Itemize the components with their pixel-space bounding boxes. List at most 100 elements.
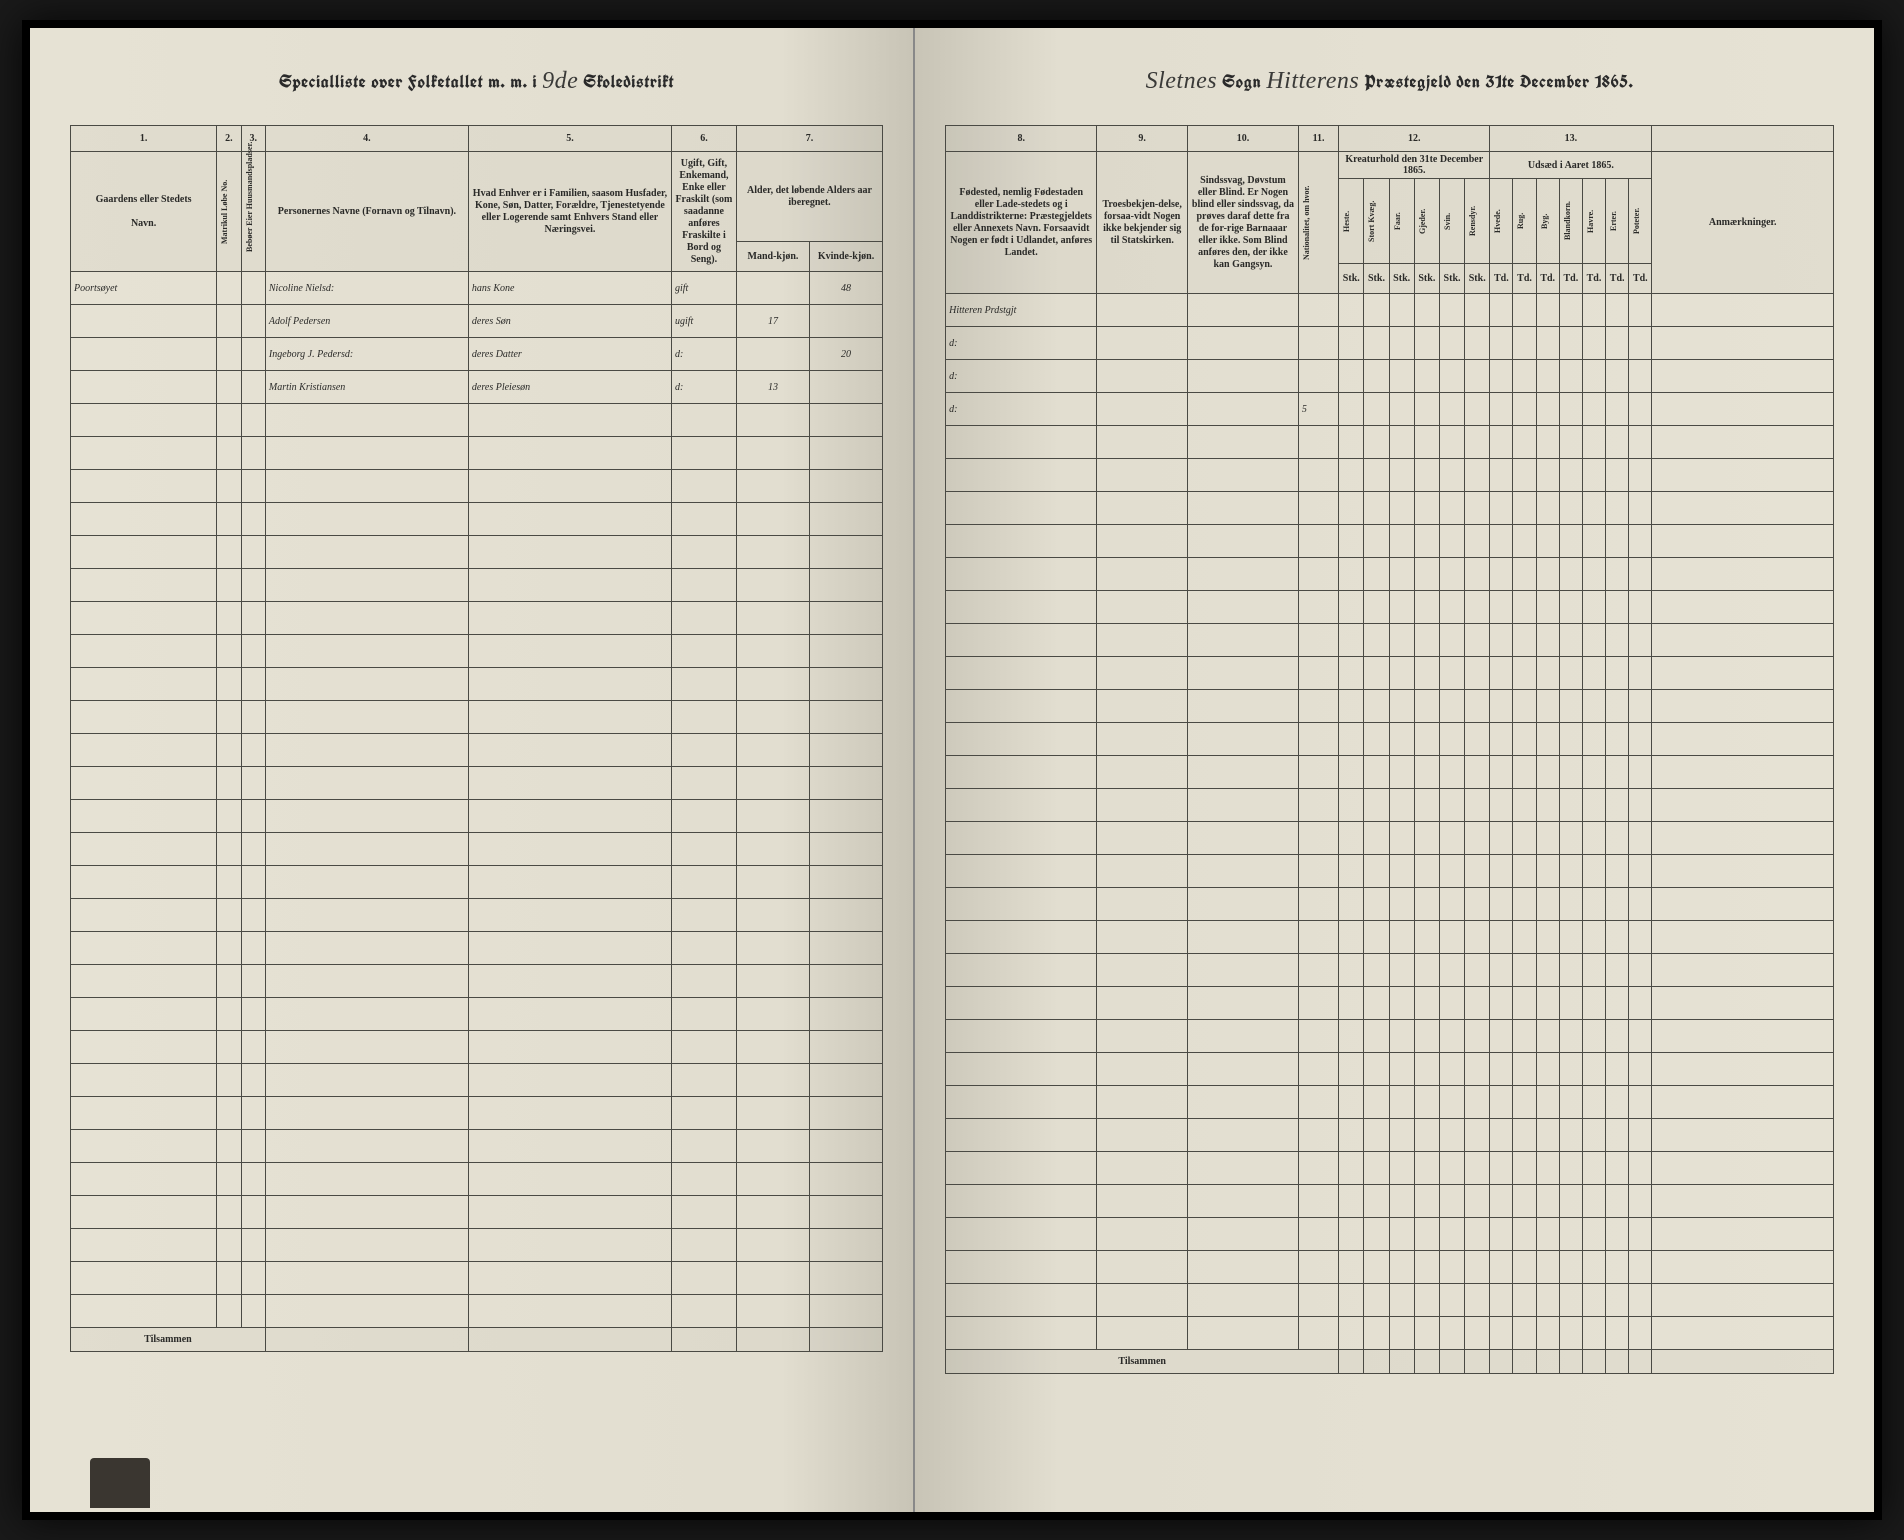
table-cell bbox=[1414, 987, 1439, 1020]
table-row bbox=[946, 921, 1834, 954]
table-cell bbox=[1629, 1086, 1652, 1119]
table-cell bbox=[946, 492, 1097, 525]
table-cell bbox=[265, 1130, 468, 1163]
table-cell bbox=[1490, 525, 1513, 558]
table-cell bbox=[1582, 1317, 1605, 1350]
table-cell bbox=[1097, 294, 1188, 327]
table-cell bbox=[468, 1097, 671, 1130]
table-row: Hitteren Prdstgjt bbox=[946, 294, 1834, 327]
table-cell bbox=[1298, 327, 1338, 360]
col7-num: 7. bbox=[736, 126, 882, 152]
table-cell bbox=[1629, 1053, 1652, 1086]
table-cell bbox=[1298, 888, 1338, 921]
table-row bbox=[946, 723, 1834, 756]
table-cell bbox=[1339, 1317, 1364, 1350]
table-cell bbox=[1439, 294, 1464, 327]
table-cell bbox=[1439, 426, 1464, 459]
table-cell bbox=[946, 888, 1097, 921]
table-cell bbox=[217, 767, 241, 800]
table-cell bbox=[1298, 789, 1338, 822]
table-cell bbox=[1097, 1284, 1188, 1317]
table-cell bbox=[1298, 1053, 1338, 1086]
table-cell bbox=[1559, 987, 1582, 1020]
table-cell bbox=[217, 1064, 241, 1097]
table-cell bbox=[1582, 1020, 1605, 1053]
table-row bbox=[71, 1031, 883, 1064]
table-cell bbox=[1097, 558, 1188, 591]
col9-header: Troesbekjen-delse, forsaa-vidt Nogen ikk… bbox=[1097, 152, 1188, 294]
table-cell bbox=[1582, 1086, 1605, 1119]
table-cell bbox=[671, 1097, 736, 1130]
table-cell bbox=[1559, 1086, 1582, 1119]
table-cell bbox=[1097, 591, 1188, 624]
table-cell bbox=[1097, 393, 1188, 426]
table-cell: d: bbox=[946, 327, 1097, 360]
table-cell bbox=[217, 1163, 241, 1196]
table-cell bbox=[810, 701, 883, 734]
table-cell bbox=[1652, 954, 1834, 987]
table-cell bbox=[736, 338, 809, 371]
right-page: Sletnes Sogn Hitterens Præstegjeld den 3… bbox=[915, 28, 1874, 1512]
table-row bbox=[946, 1086, 1834, 1119]
table-cell bbox=[1536, 492, 1559, 525]
table-cell bbox=[1298, 1185, 1338, 1218]
table-cell bbox=[1364, 393, 1389, 426]
table-cell bbox=[671, 1130, 736, 1163]
table-cell bbox=[265, 899, 468, 932]
table-cell bbox=[1536, 1119, 1559, 1152]
table-cell bbox=[1298, 624, 1338, 657]
table-cell bbox=[1606, 525, 1629, 558]
table-cell bbox=[1364, 1317, 1389, 1350]
table-row bbox=[71, 866, 883, 899]
table-cell: Adolf Pedersen bbox=[265, 305, 468, 338]
table-cell bbox=[1097, 1317, 1188, 1350]
table-cell bbox=[71, 899, 217, 932]
col13-sub: Byg. bbox=[1536, 179, 1559, 264]
table-cell bbox=[1097, 855, 1188, 888]
sogn-label: Sogn bbox=[1222, 70, 1261, 94]
col8-header: Fødested, nemlig Fødestaden eller Lade-s… bbox=[946, 152, 1097, 294]
table-cell bbox=[1097, 492, 1188, 525]
table-cell bbox=[810, 1229, 883, 1262]
table-row: d: bbox=[946, 327, 1834, 360]
table-cell bbox=[1465, 558, 1490, 591]
table-cell bbox=[1513, 1020, 1536, 1053]
table-cell bbox=[1439, 393, 1464, 426]
table-cell bbox=[1652, 1317, 1834, 1350]
table-cell bbox=[1298, 723, 1338, 756]
table-cell bbox=[1439, 954, 1464, 987]
table-cell bbox=[1298, 756, 1338, 789]
col13-sub: Havre. bbox=[1582, 179, 1605, 264]
table-cell bbox=[1536, 756, 1559, 789]
table-cell bbox=[1414, 327, 1439, 360]
table-cell bbox=[1389, 1086, 1414, 1119]
ledger-table-right: 8. 9. 10. 11. 12. 13. Fødested, nemlig F… bbox=[945, 125, 1834, 1374]
table-cell bbox=[1364, 1053, 1389, 1086]
table-cell bbox=[71, 536, 217, 569]
table-cell bbox=[241, 371, 265, 404]
table-row bbox=[946, 1251, 1834, 1284]
table-cell bbox=[1389, 294, 1414, 327]
col13-unit: Td. bbox=[1629, 264, 1652, 294]
table-cell: d: bbox=[671, 371, 736, 404]
table-cell bbox=[1439, 756, 1464, 789]
table-cell bbox=[1465, 1119, 1490, 1152]
table-cell bbox=[671, 701, 736, 734]
table-cell bbox=[1559, 1251, 1582, 1284]
table-cell bbox=[217, 470, 241, 503]
col5-num: 5. bbox=[468, 126, 671, 152]
table-cell bbox=[1097, 987, 1188, 1020]
table-cell bbox=[1629, 1020, 1652, 1053]
table-cell bbox=[1606, 294, 1629, 327]
table-cell bbox=[1414, 822, 1439, 855]
table-cell bbox=[1465, 426, 1490, 459]
col1-sub: Navn. bbox=[74, 218, 213, 230]
table-cell bbox=[1364, 525, 1389, 558]
table-cell bbox=[1490, 822, 1513, 855]
table-cell bbox=[1439, 1185, 1464, 1218]
table-cell bbox=[1536, 987, 1559, 1020]
table-cell bbox=[1490, 789, 1513, 822]
table-cell bbox=[1652, 1284, 1834, 1317]
table-cell bbox=[1188, 393, 1299, 426]
table-cell bbox=[736, 1229, 809, 1262]
